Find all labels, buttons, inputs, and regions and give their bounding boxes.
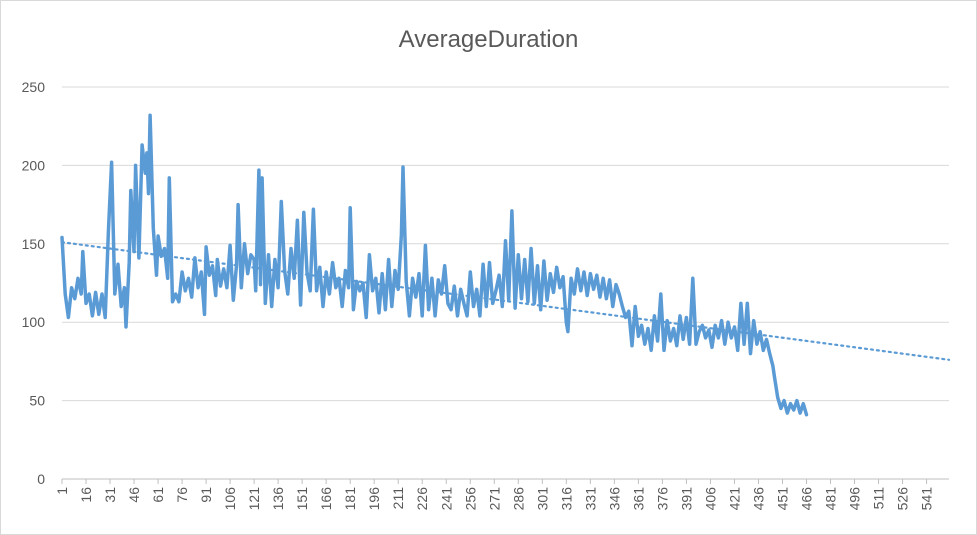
x-tick-label: 346 — [606, 487, 622, 511]
x-tick-label: 526 — [895, 487, 911, 511]
x-tick-label: 136 — [270, 487, 286, 511]
x-tick-label: 121 — [246, 487, 262, 511]
x-tick-label: 211 — [390, 487, 406, 510]
x-tick-label: 421 — [726, 487, 742, 511]
x-tick-label: 196 — [366, 487, 382, 511]
x-tick-label: 376 — [654, 487, 670, 511]
x-tick-label: 316 — [558, 487, 574, 511]
x-tick-label: 151 — [294, 487, 310, 511]
x-tick-label: 106 — [222, 487, 238, 511]
y-tick-label: 200 — [22, 157, 46, 173]
x-tick-label: 436 — [750, 487, 766, 511]
x-axis-ticks: 1 16 31 46 61 76 91 106 121 136 151 166 181 196 211 226… — [54, 479, 935, 510]
x-tick-label: 46 — [126, 487, 142, 503]
x-tick-label: 286 — [510, 487, 526, 511]
trendline — [60, 241, 951, 361]
y-axis-ticks: 0 50 100 150 200 250 — [22, 79, 46, 487]
chart-title: AverageDuration — [398, 26, 579, 53]
x-tick-label: 241 — [438, 487, 454, 511]
x-tick-label: 406 — [702, 487, 718, 511]
x-tick-label: 91 — [198, 487, 214, 503]
x-tick-label: 31 — [102, 487, 118, 503]
x-tick-label: 181 — [342, 487, 358, 511]
x-tick-label: 331 — [582, 487, 598, 511]
x-tick-label: 271 — [486, 487, 502, 511]
data-series-line — [60, 113, 809, 417]
y-tick-label: 100 — [22, 314, 46, 330]
gridlines — [62, 86, 949, 480]
x-tick-label: 301 — [534, 487, 550, 511]
x-tick-label: 256 — [462, 487, 478, 511]
x-tick-label: 391 — [678, 487, 694, 511]
x-tick-label: 466 — [799, 487, 815, 511]
series-layer — [60, 113, 951, 417]
y-tick-label: 150 — [22, 236, 46, 252]
x-tick-label: 496 — [847, 487, 863, 511]
x-tick-label: 511 — [871, 487, 887, 510]
x-tick-label: 481 — [823, 487, 839, 511]
y-tick-label: 50 — [29, 393, 45, 409]
x-tick-label: 166 — [318, 487, 334, 511]
x-tick-label: 226 — [414, 487, 430, 511]
x-tick-label: 451 — [774, 487, 790, 511]
x-tick-label: 361 — [630, 487, 646, 511]
x-tick-label: 61 — [150, 487, 166, 503]
x-tick-label: 76 — [174, 487, 190, 503]
x-tick-label: 16 — [78, 487, 94, 503]
x-tick-label: 1 — [54, 487, 70, 495]
x-tick-label: 541 — [919, 487, 935, 511]
y-tick-label: 0 — [37, 471, 45, 487]
y-tick-label: 250 — [22, 79, 46, 95]
